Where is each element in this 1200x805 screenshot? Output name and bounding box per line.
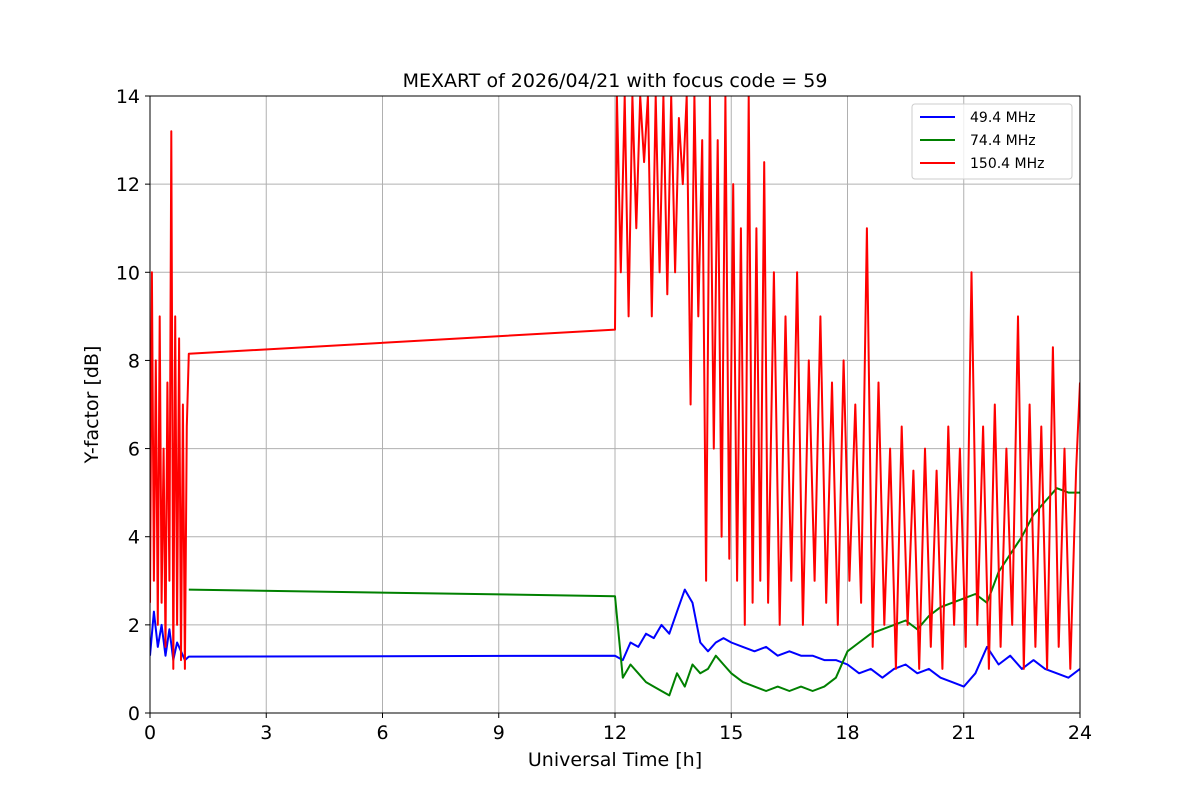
x-tick-label: 21 [952,722,976,744]
x-tick-label: 24 [1068,722,1092,744]
x-tick-label: 3 [260,722,272,744]
x-tick-label: 6 [376,722,388,744]
y-tick-label: 4 [128,527,140,549]
y-tick-label: 8 [128,350,140,372]
x-tick-label: 0 [144,722,156,744]
y-axis-label: Y-factor [dB] [81,346,103,465]
x-tick-label: 9 [493,722,505,744]
legend-label: 150.4 MHz [970,156,1044,172]
chart-title: MEXART of 2026/04/21 with focus code = 5… [403,70,828,92]
x-tick-label: 18 [835,722,859,744]
series-line-2 [150,96,1080,670]
x-tick-label: 12 [603,722,627,744]
y-tick-label: 0 [128,703,140,725]
series-lines [150,96,1080,697]
legend-label: 74.4 MHz [970,133,1036,149]
y-tick-label: 12 [116,174,140,196]
y-tick-label: 6 [128,439,140,461]
x-tick-label: 15 [719,722,743,744]
y-tick-label: 14 [116,86,140,108]
legend-box [911,103,1073,180]
legend: 49.4 MHz 74.4 MHz 150.4 MHz [911,103,1073,180]
y-tick-label: 10 [116,262,140,284]
series-line-0 [150,588,1080,688]
legend-label: 49.4 MHz [970,110,1036,126]
x-axis-label: Universal Time [h] [528,749,702,771]
y-tick-label: 2 [128,615,140,637]
